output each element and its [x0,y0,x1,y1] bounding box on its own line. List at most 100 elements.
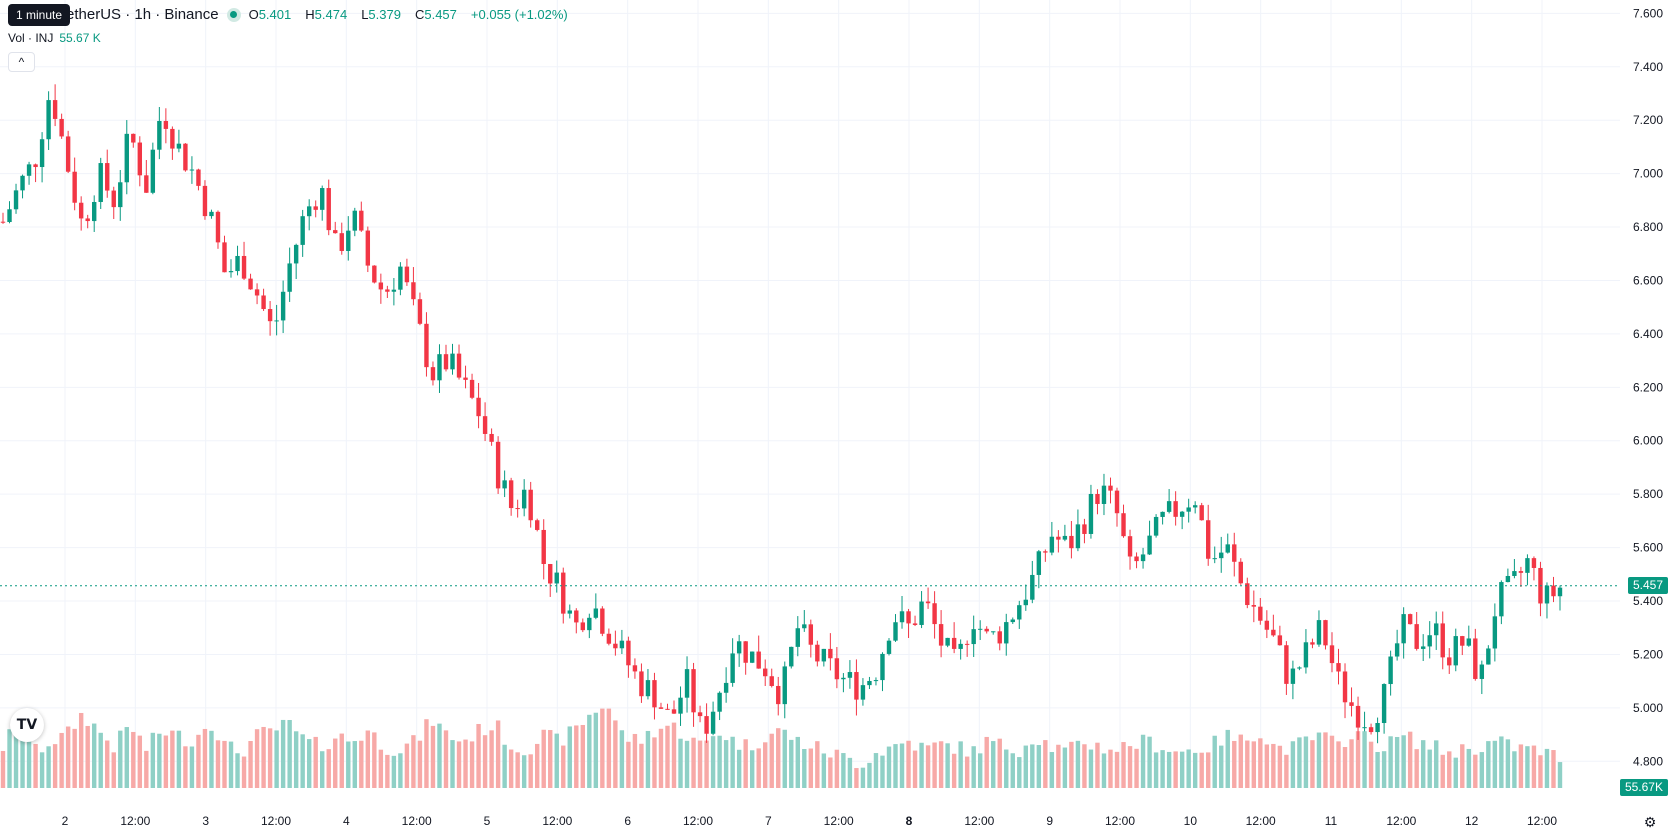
volume-bar [52,744,58,788]
volume-bar [964,756,970,788]
volume-label[interactable]: Vol · INJ [8,31,54,45]
volume-bar [1010,753,1015,788]
volume-bar [1192,752,1198,788]
candle-body [1258,606,1263,621]
volume-bar [951,753,957,788]
candle-body [1004,622,1009,644]
volume-bar [1173,751,1178,788]
volume-bar [189,746,195,788]
candle-body [932,603,937,625]
candle-body [280,291,286,321]
volume-bar [782,729,787,788]
candle-body [502,480,507,489]
volume-bar [202,728,208,788]
volume-bar [176,730,182,788]
candle-body [880,653,885,681]
tradingview-logo[interactable]: TV [10,708,44,742]
volume-bar [847,757,853,788]
candle-body [124,133,129,183]
volume-bar [1453,757,1458,788]
candle-body [1492,616,1498,649]
volume-bar [938,741,944,788]
volume-bar [1323,732,1328,788]
candle-body [795,628,800,647]
candle-body [144,175,149,193]
volume-bar [254,729,260,788]
volume-bar [932,742,937,788]
candle-body [1531,558,1537,568]
volume-bar [1362,731,1367,788]
symbol-title[interactable]: etherUS · 1h · Binance [66,6,219,23]
volume-bar [1297,737,1302,788]
volume-bar [776,728,781,788]
candle-body [652,680,657,708]
time-tick-label: 12 [1465,814,1479,828]
volume-bar [749,750,755,788]
candle-body [1219,552,1224,559]
volume-bar [971,746,976,788]
candle-body [815,644,820,662]
volume-bar [1414,749,1419,788]
volume-bar [1245,740,1250,788]
volume-bar [339,733,344,788]
candle-body [938,624,944,646]
candle-body [1349,702,1354,706]
settings-gear-icon[interactable]: ⚙ [1643,814,1657,830]
candle-body [0,221,6,223]
volume-bar [267,728,273,788]
volume-bar [92,723,97,788]
volume-bar [691,737,696,788]
candle-body [163,120,169,129]
volume-bar [430,725,436,788]
candle-body [710,711,716,734]
volume-bar [1225,729,1230,788]
candle-body [1342,671,1348,703]
candle-body [1447,657,1452,666]
candle-body [404,266,410,283]
volume-bar [1049,752,1055,788]
price-tick-label: 5.000 [1633,701,1663,715]
volume-bar [704,740,709,788]
low-value: 5.379 [368,7,401,22]
candle-body [1303,642,1309,668]
volume-bar [1264,744,1270,788]
collapse-legend-button[interactable]: ^ [8,52,35,72]
volume-bar [1232,740,1237,788]
candle-body [209,211,214,217]
candle-body [1186,507,1191,512]
candle-body [131,133,136,143]
volume-bar [880,755,885,788]
candle-body [808,624,814,645]
volume-bar [1284,754,1289,788]
volume-bar [463,739,468,788]
volume-bar [867,762,872,788]
volume-bar [639,743,644,788]
candles [0,84,1563,744]
candle-body [1407,614,1413,625]
price-tick-label: 7.200 [1633,113,1663,127]
candle-body [196,169,201,186]
volume-bar [554,733,559,788]
candle-body [105,163,110,191]
candle-body [756,651,761,669]
candle-body [398,266,403,290]
volume-bar [1147,736,1152,788]
candle-body [723,682,729,693]
candle-body [886,640,892,654]
candle-body [92,201,97,222]
volume-bar [521,755,527,788]
last-volume-tag: 55.67K [1619,779,1668,796]
volume-bar [359,740,364,788]
candle-body [1284,645,1289,684]
volume-bar [1440,754,1445,788]
candle-body [632,665,638,672]
volume-bar [1095,742,1100,788]
volume-bar [1394,736,1400,788]
price-tick-label: 7.600 [1633,6,1663,20]
volume-bar [925,745,931,788]
candle-body [333,230,338,234]
volume-bar [567,726,572,788]
volume-bar [802,748,807,788]
volume-bar [1082,744,1087,788]
